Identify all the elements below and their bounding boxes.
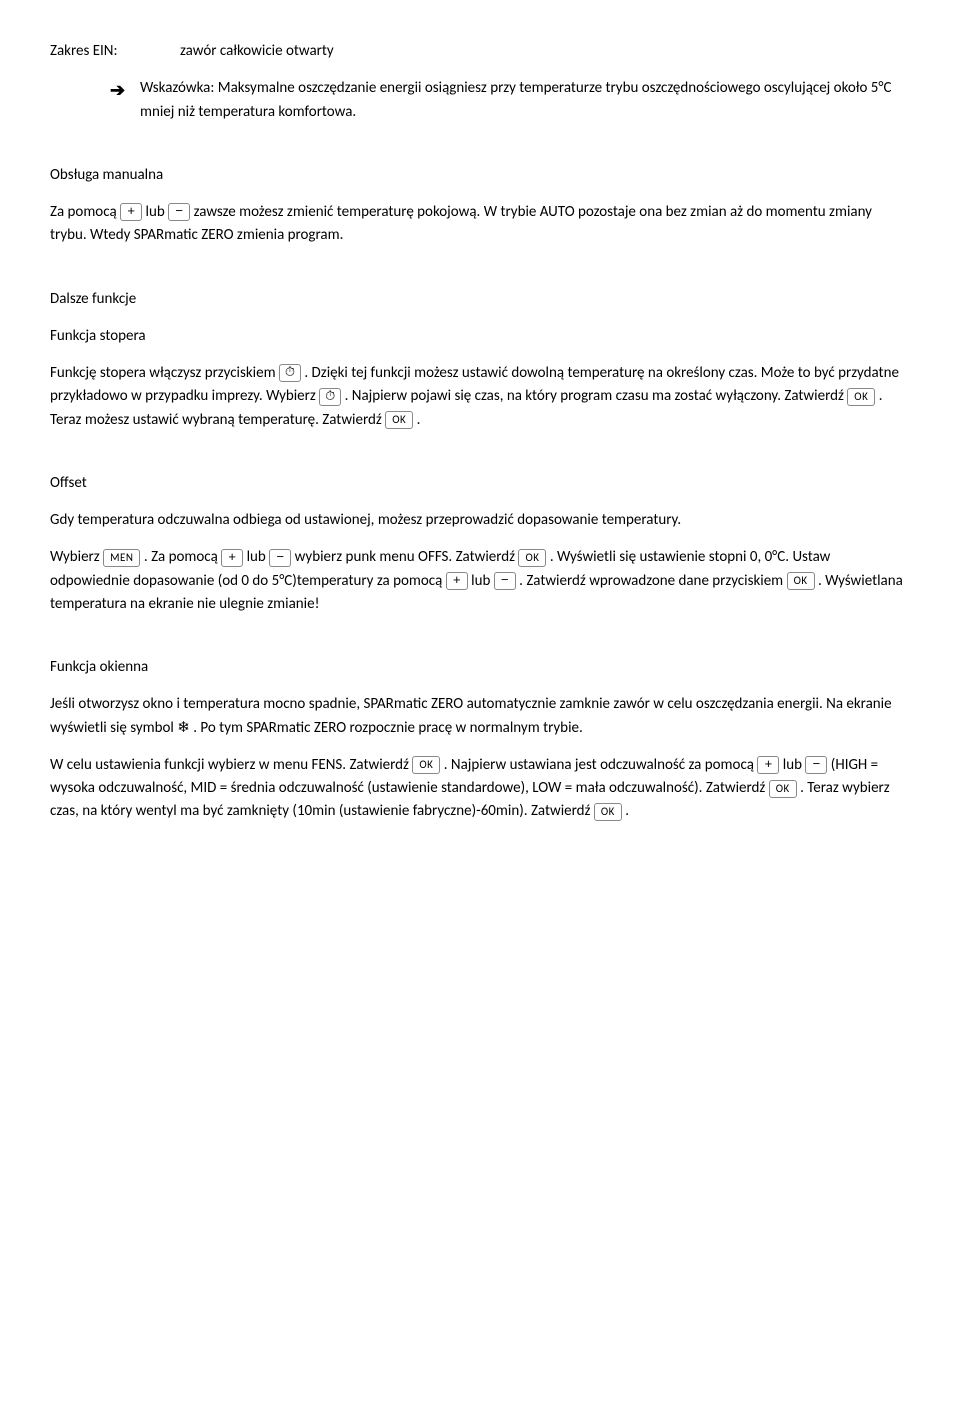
text: lub	[783, 756, 806, 774]
clock-icon: ⏱	[319, 388, 341, 406]
obsluga-paragraph: Za pomocą + lub − zawsze możesz zmienić …	[50, 201, 910, 248]
text: lub	[247, 548, 270, 566]
minus-icon: −	[494, 572, 516, 590]
text: . Najpierw ustawiana jest odczuwalność z…	[444, 756, 758, 774]
offset-heading: Offset	[50, 472, 910, 495]
text: lub	[146, 203, 169, 221]
okienna-heading: Funkcja okienna	[50, 656, 910, 679]
obsluga-heading: Obsługa manualna	[50, 164, 910, 187]
ok-icon: OK	[847, 388, 875, 406]
text: . Po tym SPARmatic ZERO rozpocznie pracę…	[193, 719, 583, 737]
offset-p2: Wybierz MEN . Za pomocą + lub − wybierz …	[50, 546, 910, 616]
zakres-value: zawór całkowicie otwarty	[180, 40, 334, 63]
plus-icon: +	[120, 203, 142, 221]
tip-row: ➔ Wskazówka: Maksymalne oszczędzanie ene…	[110, 77, 910, 124]
ok-icon: OK	[518, 549, 546, 567]
snowflake-icon: ❄	[177, 719, 190, 737]
minus-icon: −	[168, 203, 190, 221]
text: Wybierz	[50, 548, 103, 566]
zakres-label: Zakres EIN:	[50, 40, 180, 63]
okienna-p2: W celu ustawienia funkcji wybierz w menu…	[50, 754, 910, 824]
okienna-p1: Jeśli otworzysz okno i temperatura mocno…	[50, 693, 910, 740]
offset-p1: Gdy temperatura odczuwalna odbiega od us…	[50, 509, 910, 532]
ok-icon: OK	[787, 572, 815, 590]
minus-icon: −	[805, 756, 827, 774]
tip-text: Wskazówka: Maksymalne oszczędzanie energ…	[140, 77, 910, 124]
plus-icon: +	[446, 572, 468, 590]
arrow-icon: ➔	[110, 77, 140, 105]
text: Za pomocą	[50, 203, 120, 221]
ok-icon: OK	[594, 803, 622, 821]
text: . Najpierw pojawi się czas, na który pro…	[345, 387, 848, 405]
plus-icon: +	[221, 549, 243, 567]
text: . Zatwierdź wprowadzone dane przyciskiem	[519, 572, 786, 590]
minus-icon: −	[269, 549, 291, 567]
text: W celu ustawienia funkcji wybierz w menu…	[50, 756, 412, 774]
plus-icon: +	[757, 756, 779, 774]
stopera-paragraph: Funkcję stopera włączysz przyciskiem ⏱ .…	[50, 362, 910, 432]
clock-icon: ⏱	[279, 364, 301, 382]
ok-icon: OK	[769, 780, 797, 798]
dalsze-sub: Funkcja stopera	[50, 325, 910, 348]
dalsze-heading: Dalsze funkcje	[50, 288, 910, 311]
text: wybierz punk menu OFFS. Zatwierdź	[295, 548, 519, 566]
text: . Za pomocą	[144, 548, 221, 566]
text: .	[625, 802, 629, 820]
zakres-row: Zakres EIN: zawór całkowicie otwarty	[50, 40, 910, 63]
text: .	[417, 411, 421, 429]
text: lub	[471, 572, 494, 590]
text: Funkcję stopera włączysz przyciskiem	[50, 364, 279, 382]
men-icon: MEN	[103, 549, 140, 567]
ok-icon: OK	[385, 411, 413, 429]
ok-icon: OK	[412, 756, 440, 774]
